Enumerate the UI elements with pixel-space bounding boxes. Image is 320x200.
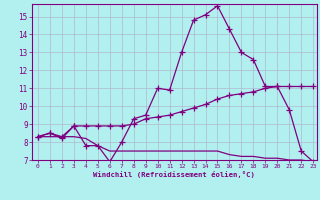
X-axis label: Windchill (Refroidissement éolien,°C): Windchill (Refroidissement éolien,°C) xyxy=(93,171,255,178)
